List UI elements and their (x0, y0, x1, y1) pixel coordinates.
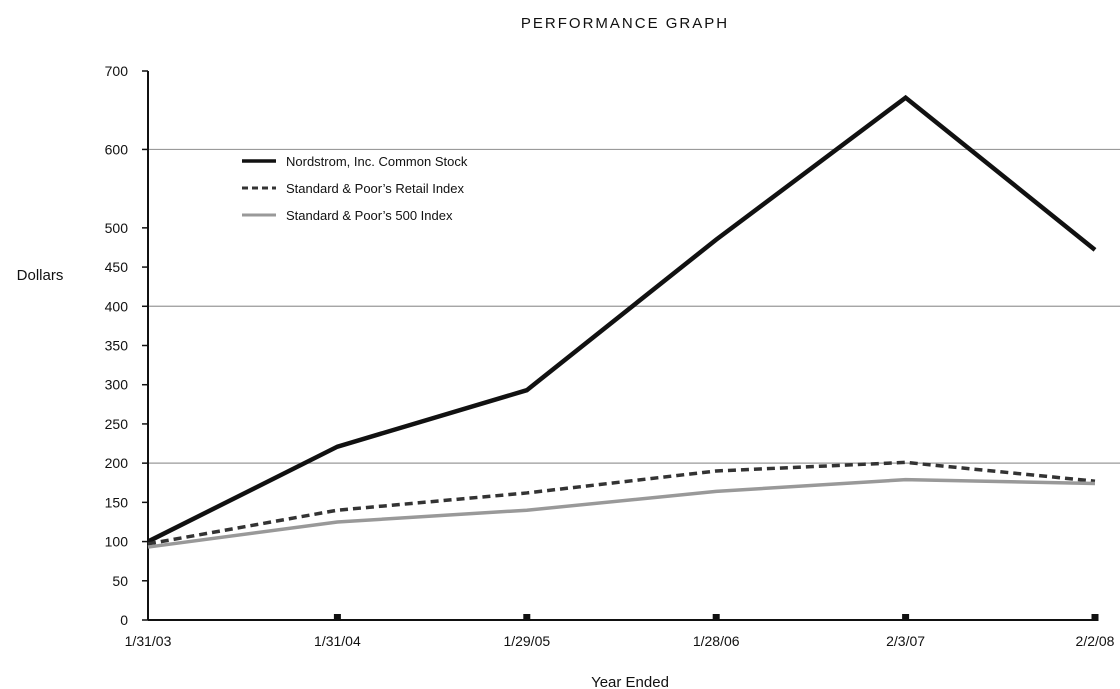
x-tick-label-5: 2/2/08 (1076, 633, 1115, 649)
y-tick-label-700: 700 (105, 63, 129, 79)
x-tick-1 (333, 614, 341, 621)
legend-label-2: Standard & Poor’s 500 Index (286, 208, 453, 223)
series-lines (146, 94, 1097, 549)
y-tick-label-50: 50 (112, 573, 128, 589)
x-tick-2 (523, 614, 531, 621)
x-tick-5 (1091, 614, 1099, 621)
x-tick-label-2: 1/29/05 (503, 633, 550, 649)
y-tick-label-600: 600 (105, 141, 129, 157)
y-tick-label-400: 400 (105, 298, 129, 314)
x-tick-4 (902, 614, 910, 621)
x-tick-label-0: 1/31/03 (125, 633, 172, 649)
y-tick-label-250: 250 (105, 416, 129, 432)
y-tick-label-150: 150 (105, 494, 129, 510)
y-tick-label-450: 450 (105, 259, 129, 275)
y-tick-label-200: 200 (105, 455, 129, 471)
y-tick-label-100: 100 (105, 534, 129, 550)
y-tick-label-300: 300 (105, 377, 129, 393)
y-tick-label-500: 500 (105, 220, 129, 236)
series-line-1 (147, 460, 1096, 546)
legend-label-0: Nordstrom, Inc. Common Stock (286, 154, 468, 169)
y-axis-title: Dollars (17, 267, 64, 284)
x-tick-label-4: 2/3/07 (886, 633, 925, 649)
x-tick-3 (712, 614, 720, 621)
legend: Nordstrom, Inc. Common Stock Standard & P… (242, 154, 468, 223)
x-tick-label-1: 1/31/04 (314, 633, 361, 649)
y-tick-label-0: 0 (120, 612, 128, 628)
x-axis-title: Year Ended (591, 674, 669, 689)
series-line-2 (147, 477, 1096, 549)
y-tick-label-350: 350 (105, 338, 129, 354)
axes: 0 50 100 150 200 250 300 350 400 450 500 600 700 1/31… (105, 63, 1115, 649)
legend-label-1: Standard & Poor’s Retail Index (286, 181, 465, 196)
chart-title: PERFORMANCE GRAPH (521, 15, 729, 32)
series-line-0 (146, 94, 1097, 544)
x-tick-label-3: 1/28/06 (693, 633, 740, 649)
